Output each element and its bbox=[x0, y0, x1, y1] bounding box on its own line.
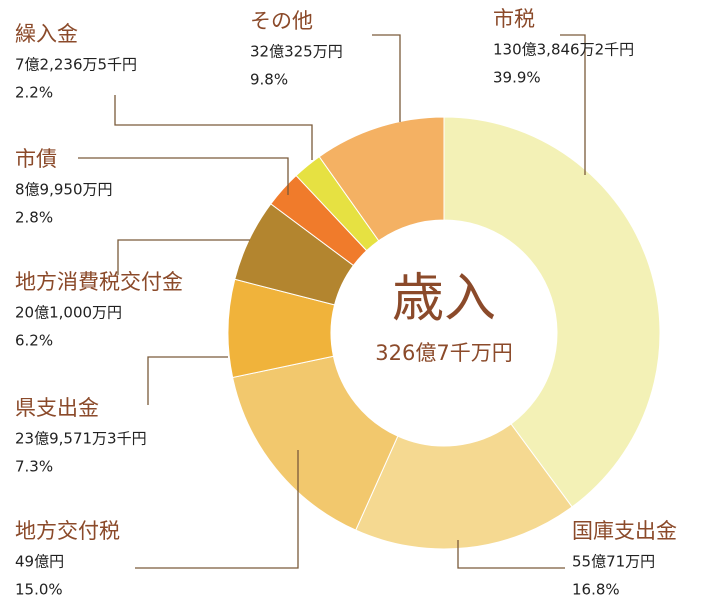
leaders bbox=[78, 34, 586, 569]
center-title: 歳入 bbox=[392, 269, 496, 329]
percent-label: 2.2% bbox=[15, 84, 53, 102]
category-label: 国庫支出金 bbox=[572, 519, 677, 543]
amount-label: 7億2,236万5千円 bbox=[15, 56, 137, 74]
percent-label: 7.3% bbox=[15, 458, 53, 476]
leader-line bbox=[372, 34, 401, 122]
category-label: 市税 bbox=[493, 7, 535, 31]
percent-label: 16.8% bbox=[572, 581, 620, 599]
percent-label: 2.8% bbox=[15, 209, 53, 227]
leader-line bbox=[117, 239, 250, 275]
category-label: 繰入金 bbox=[15, 22, 78, 46]
leader-line bbox=[457, 540, 565, 569]
category-label: 県支出金 bbox=[15, 396, 99, 420]
amount-label: 49億円 bbox=[15, 553, 64, 571]
slice bbox=[318, 116, 445, 242]
percent-label: 9.8% bbox=[250, 71, 288, 89]
amount-label: 32億325万円 bbox=[250, 43, 343, 61]
amount-label: 20億1,000万円 bbox=[15, 304, 122, 322]
leader-line bbox=[147, 356, 228, 405]
category-label: その他 bbox=[250, 9, 313, 33]
category-label: 地方消費税交付金 bbox=[15, 270, 183, 294]
leader-line bbox=[135, 450, 299, 569]
category-label: 地方交付税 bbox=[15, 519, 120, 543]
leader-line bbox=[560, 34, 586, 175]
center-subtitle: 326億7千万円 bbox=[375, 341, 512, 365]
amount-label: 55億71万円 bbox=[572, 553, 655, 571]
amount-label: 130億3,846万2千円 bbox=[493, 41, 634, 59]
percent-label: 15.0% bbox=[15, 581, 63, 599]
slice bbox=[355, 423, 573, 550]
percent-label: 39.9% bbox=[493, 69, 541, 87]
amount-label: 23億9,571万3千円 bbox=[15, 430, 147, 448]
category-label: 市債 bbox=[15, 147, 57, 171]
percent-label: 6.2% bbox=[15, 332, 53, 350]
amount-label: 8億9,950万円 bbox=[15, 181, 113, 199]
leader-line bbox=[78, 157, 289, 195]
leader-line bbox=[114, 95, 313, 160]
